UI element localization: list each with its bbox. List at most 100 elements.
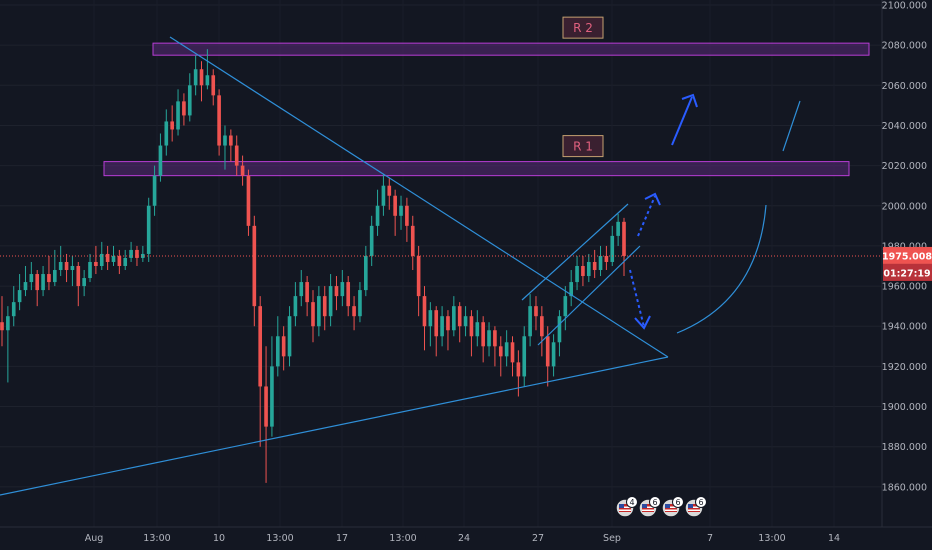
candle bbox=[334, 276, 339, 311]
candle bbox=[393, 189, 397, 236]
zone-label-box bbox=[562, 16, 604, 39]
x-tick-label: 24 bbox=[458, 533, 470, 544]
candle bbox=[281, 326, 286, 371]
up-arrow-far bbox=[671, 93, 698, 146]
candle bbox=[252, 215, 257, 327]
candle bbox=[381, 173, 386, 216]
time-axis-background bbox=[0, 527, 932, 550]
candle bbox=[322, 286, 327, 331]
y-tick-label: 1920.000 bbox=[882, 362, 927, 373]
y-tick-label: 2040.000 bbox=[882, 121, 927, 132]
current-price-tag bbox=[883, 246, 932, 264]
zone-label-box bbox=[562, 135, 604, 158]
candle bbox=[622, 217, 626, 277]
candle bbox=[211, 69, 216, 106]
trendline-drawings bbox=[0, 36, 801, 496]
candle bbox=[123, 249, 128, 271]
x-tick-label: 13:00 bbox=[389, 533, 416, 544]
candle bbox=[258, 296, 263, 447]
candle bbox=[234, 135, 239, 176]
event-count: 4 bbox=[629, 498, 634, 507]
zone-r2 bbox=[152, 42, 870, 56]
candle bbox=[586, 253, 591, 283]
candle bbox=[99, 241, 104, 271]
candle bbox=[369, 215, 374, 266]
x-tick-label: Sep bbox=[603, 533, 621, 544]
candle bbox=[299, 270, 304, 307]
x-tick-label: 13:00 bbox=[758, 533, 785, 544]
candle bbox=[29, 261, 34, 291]
candle bbox=[487, 322, 491, 357]
time-axis[interactable]: Aug13:001013:001713:002413:002713:00Sep7… bbox=[85, 533, 840, 544]
x-tick-label: 14 bbox=[828, 533, 840, 544]
candle bbox=[598, 245, 603, 277]
candle bbox=[481, 316, 485, 363]
candle bbox=[528, 294, 532, 347]
candle bbox=[82, 270, 86, 297]
candle bbox=[135, 245, 139, 266]
x-tick-label: 13:00 bbox=[266, 533, 293, 544]
candle bbox=[457, 302, 462, 343]
candle bbox=[428, 302, 433, 347]
candle bbox=[616, 213, 620, 246]
us-flag-event-icon[interactable]: 6 bbox=[661, 496, 684, 518]
y-tick-label: 2000.000 bbox=[882, 201, 927, 212]
candle bbox=[346, 276, 351, 317]
grid-lines bbox=[0, 4, 882, 488]
price-axis[interactable]: 1860.000 1880.000 1900.000 1920.000 1940.000… bbox=[882, 1, 927, 494]
us-flag-event-icon[interactable]: 6 bbox=[684, 496, 707, 518]
candle bbox=[6, 306, 10, 383]
candle bbox=[446, 310, 450, 351]
candle bbox=[498, 336, 503, 377]
resistance-zones: R 2 R 1 bbox=[103, 16, 870, 177]
candle bbox=[504, 330, 509, 367]
x-tick-label: 13:00 bbox=[143, 533, 170, 544]
candle bbox=[88, 253, 92, 283]
y-tick-label: 1960.000 bbox=[882, 282, 927, 293]
zone-label: R 1 bbox=[573, 140, 593, 154]
price-tags: 1975.008 01:27:19 bbox=[882, 246, 932, 281]
candle bbox=[41, 266, 45, 297]
candle bbox=[516, 350, 521, 397]
countdown-tag bbox=[883, 263, 932, 281]
candle bbox=[199, 61, 204, 102]
candle bbox=[405, 197, 409, 242]
candle bbox=[399, 195, 403, 230]
candle bbox=[557, 310, 562, 357]
x-tick-label: 27 bbox=[532, 533, 544, 544]
candle bbox=[152, 165, 157, 216]
candle bbox=[340, 270, 345, 307]
event-count: 6 bbox=[698, 498, 703, 507]
candle bbox=[170, 105, 174, 142]
us-flag-event-icon[interactable]: 4 bbox=[615, 496, 638, 518]
y-tick-label: 1900.000 bbox=[882, 402, 927, 413]
candle bbox=[416, 245, 421, 317]
candle bbox=[23, 266, 28, 297]
current-price-text: 1975.008 bbox=[882, 251, 932, 262]
ascending-support-trendline bbox=[0, 356, 669, 496]
candle bbox=[187, 73, 192, 122]
descending-trendline bbox=[169, 36, 669, 358]
candle bbox=[440, 306, 444, 347]
economic-event-badges[interactable]: 4 6 6 6 bbox=[615, 496, 707, 518]
candle bbox=[434, 306, 439, 357]
candle bbox=[111, 245, 116, 266]
candle bbox=[287, 306, 292, 367]
countdown-text: 01:27:19 bbox=[883, 268, 930, 279]
candle bbox=[534, 296, 538, 331]
candle bbox=[293, 282, 298, 327]
candle bbox=[311, 290, 315, 343]
candle bbox=[229, 129, 233, 162]
candle bbox=[264, 346, 268, 483]
event-count: 6 bbox=[652, 498, 657, 507]
us-flag-event-icon[interactable]: 6 bbox=[638, 496, 661, 518]
candle bbox=[240, 155, 245, 186]
candlestick-series bbox=[0, 49, 626, 483]
channel-upper-line bbox=[521, 203, 629, 301]
candle bbox=[117, 249, 122, 275]
candle bbox=[475, 310, 480, 347]
candle bbox=[592, 249, 597, 279]
candle bbox=[182, 93, 186, 126]
